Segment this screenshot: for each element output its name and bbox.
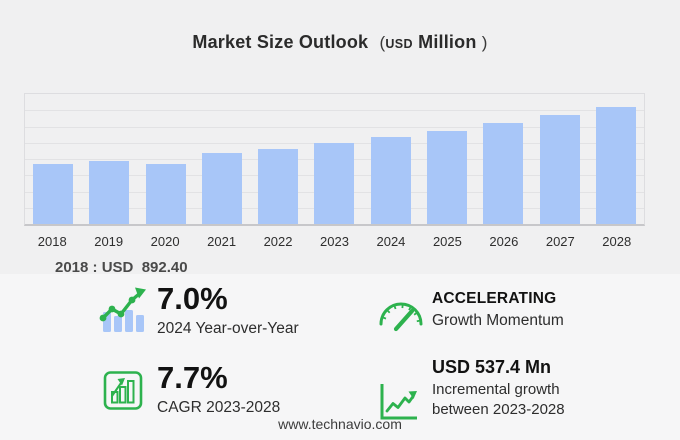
x-tick-2028: 2028 xyxy=(602,234,632,249)
bar-slot xyxy=(475,94,531,224)
yoy-label: 2024 Year-over-Year xyxy=(157,319,299,337)
bar-slot xyxy=(306,94,362,224)
bar-slot xyxy=(194,94,250,224)
website-text: www.technavio.com xyxy=(278,416,402,432)
stat-card-incremental: USD 537.4 Mn Incremental growth between … xyxy=(432,357,565,420)
x-tick-2020: 2020 xyxy=(150,234,180,249)
incremental-value: USD 537.4 Mn xyxy=(432,357,552,377)
bar-2019 xyxy=(89,160,130,224)
framed-bars-icon xyxy=(103,370,143,411)
cagr-value: 7.7% xyxy=(157,360,228,395)
bar-slot xyxy=(250,94,306,224)
bar-2026 xyxy=(483,123,524,224)
x-tick-2026: 2026 xyxy=(489,234,519,249)
stats-panel: 7.0% 2024 Year-over-Year xyxy=(0,274,680,440)
stat-card-cagr-icon xyxy=(103,370,143,411)
x-tick-2022: 2022 xyxy=(263,234,293,249)
x-tick-2021: 2021 xyxy=(207,234,237,249)
line-growth-icon xyxy=(377,379,419,423)
title-close-paren: ) xyxy=(481,33,488,52)
stat-card-momentum: ACCELERATING Growth Momentum xyxy=(432,290,564,331)
cagr-label: CAGR 2023-2028 xyxy=(157,398,281,416)
bar-2028 xyxy=(595,106,636,224)
bar-2022 xyxy=(258,148,299,224)
yoy-value: 7.0% xyxy=(157,281,228,316)
momentum-value: ACCELERATING xyxy=(432,290,557,307)
bar-2020 xyxy=(145,163,186,224)
title-currency: USD xyxy=(385,37,413,51)
x-tick-2023: 2023 xyxy=(320,234,349,249)
bars-row xyxy=(25,94,644,224)
chart-title-main: Market Size Outlook xyxy=(192,32,369,52)
x-tick-2019: 2019 xyxy=(94,234,124,249)
bar-slot xyxy=(588,94,644,224)
x-tick-2024: 2024 xyxy=(376,234,406,249)
stat-card-cagr: 7.7% CAGR 2023-2028 xyxy=(157,360,281,418)
chart-title: Market Size Outlook (USD Million ) xyxy=(0,32,680,53)
bar-2027 xyxy=(539,115,580,224)
x-tick-2018: 2018 xyxy=(37,234,67,249)
title-unit: Million xyxy=(418,32,477,52)
gridline xyxy=(25,126,644,128)
bar-slot xyxy=(363,94,419,224)
base-year-value: 2018 : USD 892.40 xyxy=(55,259,188,276)
gridline xyxy=(25,110,644,112)
bar-trend-icon xyxy=(98,285,150,335)
stat-card-yoy-icon xyxy=(98,285,150,335)
x-tick-2025: 2025 xyxy=(432,234,462,249)
gauge-icon xyxy=(376,288,426,332)
stat-card-yoy: 7.0% 2024 Year-over-Year xyxy=(157,281,299,339)
momentum-label: Growth Momentum xyxy=(432,312,564,329)
stat-card-momentum-icon xyxy=(376,288,426,332)
x-tick-2027: 2027 xyxy=(545,234,575,249)
bar-slot xyxy=(531,94,587,224)
bar-2021 xyxy=(201,153,242,224)
incremental-label-line2: between 2023-2028 xyxy=(432,400,565,418)
bar-slot xyxy=(138,94,194,224)
title-open-paren: ( xyxy=(379,33,386,52)
incremental-label-line1: Incremental growth xyxy=(432,381,560,398)
stat-card-incremental-icon xyxy=(377,379,419,423)
bar-2025 xyxy=(426,131,467,224)
bar-slot xyxy=(81,94,137,224)
bar-slot xyxy=(419,94,475,224)
bar-chart-plot xyxy=(24,93,645,226)
bar-slot xyxy=(25,94,81,224)
bar-2018 xyxy=(33,163,74,224)
bar-2023 xyxy=(314,143,355,224)
x-axis-labels: 2018 2019 2020 2021 2022 2023 2024 2025 2026 2027… xyxy=(24,234,645,249)
bar-2024 xyxy=(370,137,411,224)
